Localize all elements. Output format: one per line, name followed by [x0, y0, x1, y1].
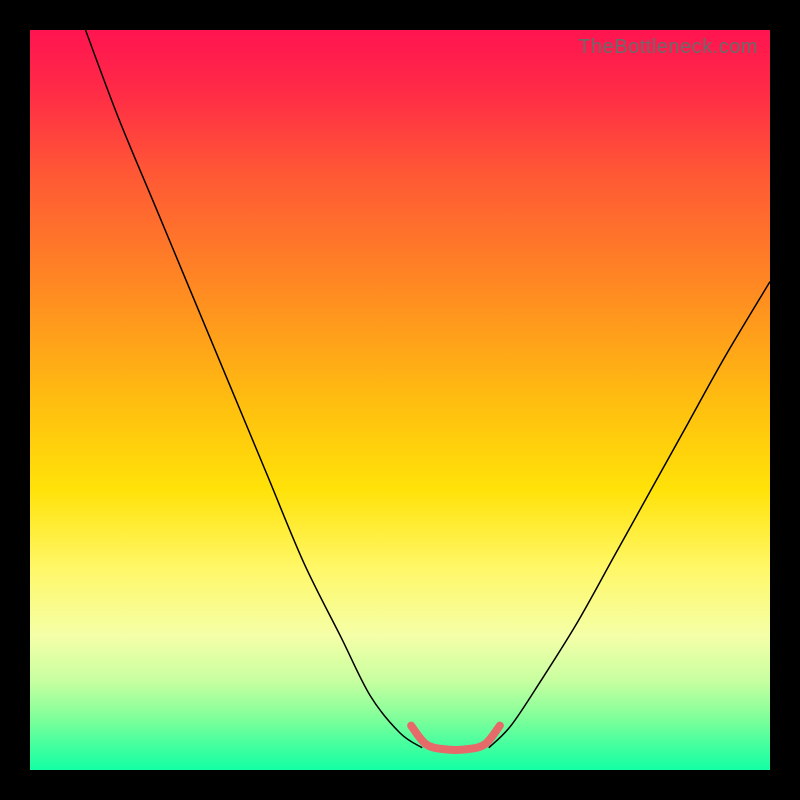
watermark-text: TheBottleneck.com: [578, 36, 758, 59]
right-arm-curve: [489, 282, 770, 748]
bottom-highlight-curve: [411, 726, 500, 750]
chart-frame: TheBottleneck.com: [0, 0, 800, 800]
plot-area: [30, 30, 770, 770]
left-arm-curve: [86, 30, 423, 748]
curves-svg: [30, 30, 770, 770]
